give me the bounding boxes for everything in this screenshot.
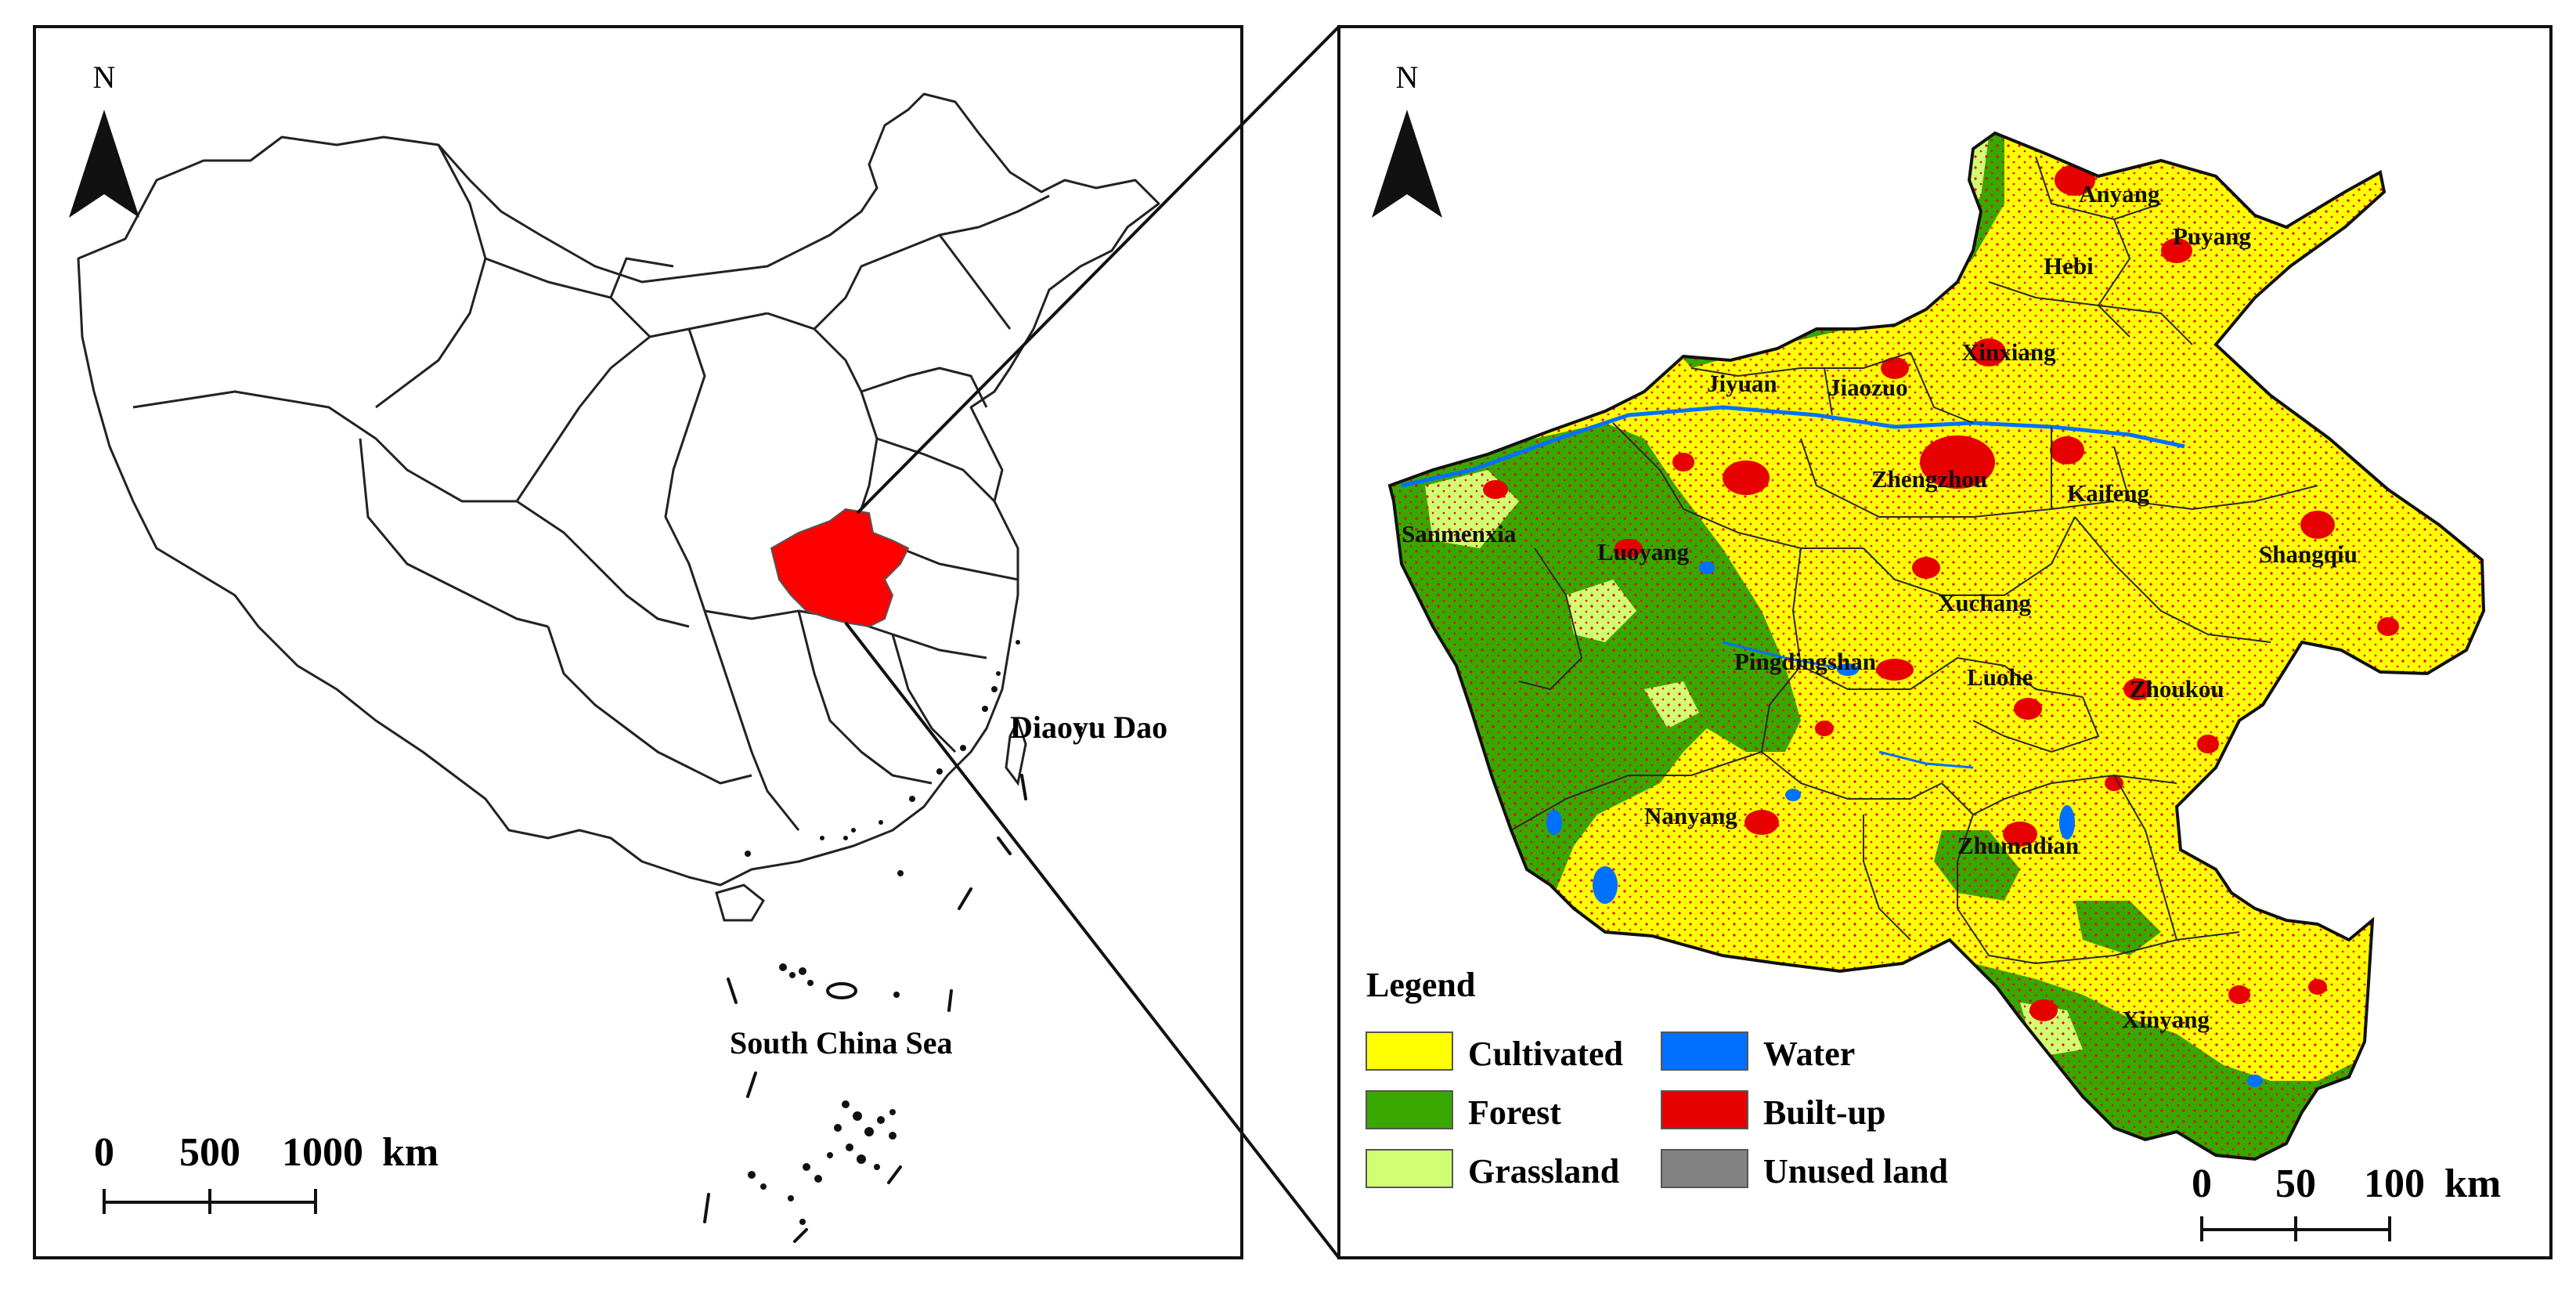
city-label-luohe: Luohe	[1967, 663, 2033, 691]
province-line	[375, 144, 487, 409]
coastline-islets	[843, 640, 1095, 840]
scale-tick-label: 50	[2275, 1162, 2316, 1206]
province-line	[813, 226, 980, 331]
city-label-kaifeng: Kaifeng	[2067, 479, 2150, 507]
legend: Legend Cultivated Water Forest Built-up …	[1366, 966, 1948, 1190]
henan-highlight	[770, 508, 910, 628]
city-label-zhoukou: Zhoukou	[2130, 675, 2224, 703]
legend-swatch-water	[1661, 1031, 1748, 1071]
city-labels: Anyang Puyang Hebi Xinxiang Jiyuan Jiaoz…	[1402, 180, 2358, 1033]
legend-swatch-unused-land	[1661, 1149, 1748, 1188]
nine-dash-line	[703, 774, 1027, 1243]
province-line	[797, 610, 933, 785]
north-label-right: N	[1396, 60, 1419, 95]
henan-outline	[1387, 131, 2486, 1162]
henan-landuse-map: Anyang Puyang Hebi Xinxiang Jiyuan Jiaoz…	[1337, 25, 2553, 1259]
city-label-zhengzhou: Zhengzhou	[1871, 465, 1987, 493]
legend-label-forest: Forest	[1468, 1093, 1561, 1132]
legend-swatch-forest	[1366, 1090, 1453, 1129]
city-label-sanmenxia: Sanmenxia	[1402, 520, 1517, 547]
province-line	[938, 234, 1012, 330]
zoom-connector-lines	[844, 25, 1340, 1259]
scale-tick-label: 1000	[282, 1130, 363, 1175]
built-up-cities	[1483, 164, 2399, 1021]
river-line	[1878, 750, 1974, 769]
china-locator-map: N Diaoyu Dao South China Sea 0 500 1000 …	[33, 25, 1340, 1259]
scale-bar-left: 0 500 1000 km	[94, 1130, 438, 1214]
river-line	[1722, 641, 1849, 671]
north-arrow-left: N	[69, 60, 139, 218]
left-frame	[33, 25, 1243, 1259]
legend-label-cultivated: Cultivated	[1468, 1035, 1623, 1073]
city-label-zhumadian: Zhumadian	[1957, 832, 2079, 859]
scale-unit-label: km	[2444, 1162, 2501, 1206]
yellow-river	[1401, 405, 2185, 488]
scale-bar-right: 0 50 100 km	[2192, 1162, 2501, 1241]
north-arrow-icon	[1372, 110, 1442, 218]
province-line	[703, 610, 800, 831]
province-line	[359, 438, 549, 628]
city-label-shangqiu: Shangqiu	[2259, 540, 2358, 568]
province-line	[516, 500, 690, 628]
city-label-xinxiang: Xinxiang	[1961, 338, 2056, 366]
city-label-anyang: Anyang	[2079, 180, 2160, 208]
north-arrow-right: N	[1372, 60, 1442, 218]
province-line	[132, 390, 517, 503]
legend-swatch-built-up	[1661, 1090, 1748, 1129]
scale-tick-label: 500	[179, 1130, 240, 1175]
city-label-nanyang: Nanyang	[1644, 802, 1737, 829]
province-line	[547, 626, 752, 785]
province-line	[609, 257, 674, 298]
scale-tick-label: 0	[94, 1130, 114, 1175]
legend-swatch-grassland	[1366, 1149, 1453, 1188]
south-china-sea-label: South China Sea	[730, 1025, 953, 1060]
north-arrow-icon	[69, 110, 139, 218]
province-line	[860, 367, 988, 408]
city-label-jiyuan: Jiyuan	[1707, 370, 1777, 397]
province-line	[978, 194, 1050, 229]
legend-label-built-up: Built-up	[1763, 1093, 1886, 1132]
hainan-island	[715, 883, 765, 922]
legend-label-grassland: Grassland	[1468, 1152, 1619, 1190]
legend-label-unused-land: Unused land	[1763, 1152, 1948, 1190]
city-label-jiaozuo: Jiaozuo	[1828, 374, 1908, 401]
legend-swatch-cultivated	[1366, 1031, 1453, 1071]
city-label-pingdingshan: Pingdingshan	[1734, 648, 1876, 675]
province-line	[876, 437, 996, 503]
city-label-luoyang: Luoyang	[1597, 538, 1690, 565]
province-line	[664, 328, 706, 612]
province-line	[485, 257, 651, 338]
scale-unit-label: km	[382, 1130, 438, 1175]
prefecture-boundaries	[1510, 156, 2318, 964]
south-china-sea-islands	[745, 828, 904, 1225]
province-line	[891, 634, 957, 753]
province-line	[515, 312, 768, 502]
taiwan-island	[1005, 717, 1027, 786]
legend-title: Legend	[1366, 966, 1475, 1004]
city-label-xinyang: Xinyang	[2122, 1006, 2210, 1033]
city-label-hebi: Hebi	[2044, 252, 2094, 280]
scale-tick-label: 0	[2192, 1162, 2212, 1206]
legend-label-water: Water	[1763, 1035, 1855, 1073]
north-label-left: N	[93, 60, 116, 95]
scale-tick-label: 100	[2364, 1162, 2425, 1206]
city-label-xuchang: Xuchang	[1938, 589, 2031, 616]
city-label-puyang: Puyang	[2173, 222, 2251, 250]
water-bodies	[1546, 562, 2263, 1087]
diaoyu-dao-label: Diaoyu Dao	[1010, 710, 1167, 745]
